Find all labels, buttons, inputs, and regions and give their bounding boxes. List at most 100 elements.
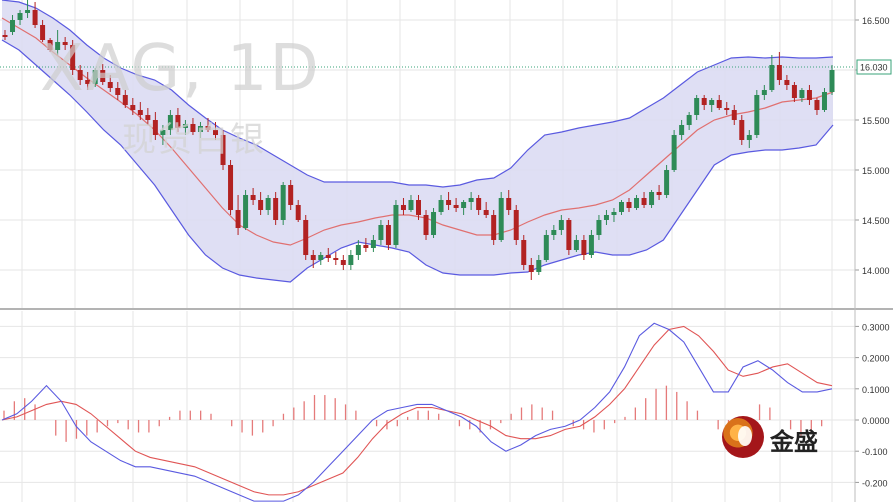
- candle-body: [694, 98, 700, 115]
- candle-body: [649, 192, 655, 205]
- candle-body: [543, 235, 549, 260]
- candle-body: [235, 210, 241, 228]
- candle-body: [175, 115, 181, 128]
- candle-body: [137, 110, 143, 115]
- candle-body: [250, 195, 256, 200]
- candle-body: [318, 255, 324, 260]
- candle-body: [551, 230, 557, 235]
- candle-body: [32, 10, 38, 25]
- candle-body: [558, 220, 564, 230]
- candle-body: [603, 215, 609, 220]
- candle-body: [611, 212, 617, 215]
- candle-body: [265, 198, 271, 210]
- candle-body: [709, 100, 715, 105]
- candle-body: [17, 13, 23, 20]
- candle-body: [423, 215, 429, 235]
- macd-line: [1, 322, 833, 502]
- macd-axis-label: 0.3000: [862, 322, 890, 332]
- candle-body: [92, 70, 98, 84]
- candle-body: [446, 200, 452, 205]
- candle-body: [160, 130, 166, 135]
- candle-body: [130, 105, 136, 110]
- candle-body: [498, 198, 504, 240]
- candle-body: [393, 205, 399, 245]
- price-axis-label: 14.500: [862, 216, 890, 226]
- candle-body: [506, 198, 512, 210]
- price-axis-label: 14.000: [862, 266, 890, 276]
- candle-body: [333, 258, 339, 260]
- candle-body: [190, 124, 196, 132]
- candle-body: [115, 88, 121, 95]
- candle-body: [145, 115, 151, 120]
- candle-body: [724, 108, 730, 110]
- candle-body: [167, 115, 173, 130]
- candle-body: [476, 198, 482, 210]
- candle-body: [746, 135, 752, 140]
- candle-body: [483, 210, 489, 215]
- candle-body: [55, 42, 61, 50]
- candle-body: [829, 70, 835, 92]
- candle-body: [626, 202, 632, 208]
- candle-body: [784, 80, 790, 85]
- price-axis-label: 16.500: [862, 16, 890, 26]
- candle-body: [671, 135, 677, 170]
- candle-body: [528, 265, 534, 272]
- bollinger-upper-line: [1, 0, 834, 188]
- candle-body: [536, 260, 542, 272]
- candle-body: [47, 40, 53, 50]
- candle-body: [107, 82, 113, 88]
- candle-body: [243, 195, 249, 228]
- macd-signal-line: [1, 325, 833, 496]
- candle-body: [438, 200, 444, 212]
- candle-body: [325, 255, 331, 258]
- candle-body: [573, 240, 579, 250]
- candle-body: [213, 130, 219, 135]
- candle-body: [618, 202, 624, 212]
- candle-body: [122, 95, 128, 105]
- candle-body: [363, 245, 369, 248]
- macd-axis-label: 0.2000: [862, 354, 890, 364]
- candle-body: [70, 45, 76, 70]
- candle-body: [679, 125, 685, 135]
- candle-body: [280, 185, 286, 220]
- candle-body: [814, 100, 820, 110]
- candle-body: [408, 200, 414, 210]
- candle-body: [228, 165, 234, 210]
- candle-body: [2, 35, 8, 37]
- candle-body: [588, 235, 594, 255]
- macd-axis-label: -0.200: [862, 478, 888, 488]
- candle-body: [596, 220, 602, 235]
- current-price-label: 16.030: [860, 63, 888, 73]
- macd-axis-label: -0.100: [862, 447, 888, 457]
- macd-axis-label: 0.0000: [862, 416, 890, 426]
- candle-body: [348, 255, 354, 265]
- candle-body: [182, 124, 188, 128]
- candle-body: [656, 192, 662, 195]
- candle-body: [581, 240, 587, 255]
- candle-body: [776, 65, 782, 80]
- candle-body: [100, 70, 106, 82]
- candle-body: [220, 135, 226, 165]
- candle-body: [295, 205, 301, 220]
- candle-body: [205, 126, 211, 130]
- instrument-name-watermark: 现货白银: [122, 120, 266, 160]
- candle-body: [273, 198, 279, 220]
- candles: [2, 0, 835, 280]
- candle-body: [340, 260, 346, 265]
- candle-body: [416, 200, 421, 215]
- bollinger-lower-line: [1, 39, 834, 283]
- candle-body: [739, 120, 745, 140]
- candle-body: [10, 20, 16, 32]
- candle-body: [152, 120, 158, 135]
- candle-body: [761, 90, 767, 95]
- current-price-badge: [856, 59, 892, 75]
- candle-body: [566, 220, 572, 250]
- price-axis: 16.50016.00015.50015.00014.50014.00016.0…: [855, 16, 892, 276]
- candle-body: [197, 126, 203, 132]
- candle-body: [821, 92, 827, 110]
- macd-indicator: [1, 322, 833, 502]
- macd-axis-label: 0.1000: [862, 385, 890, 395]
- candle-body: [769, 65, 775, 90]
- candle-body: [521, 240, 527, 265]
